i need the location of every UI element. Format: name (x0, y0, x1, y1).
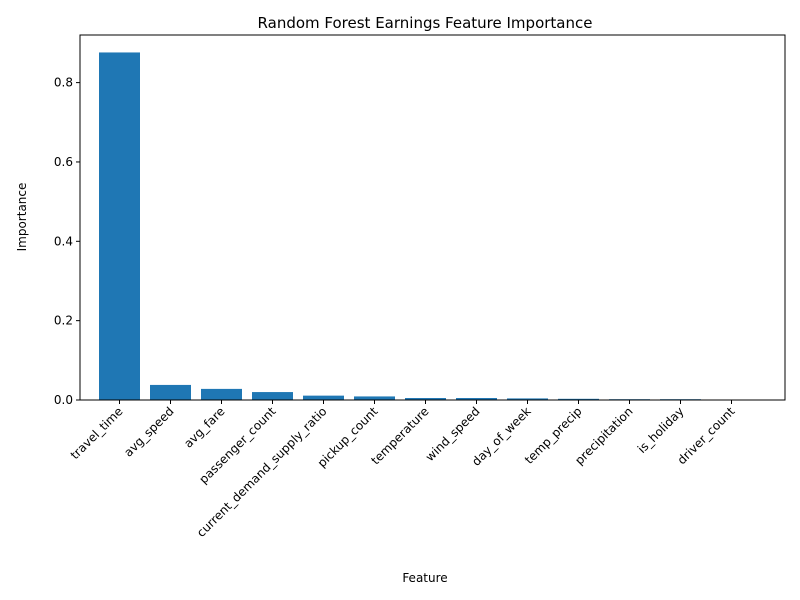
plot-frame (79, 34, 786, 401)
bar-avg-fare (201, 388, 242, 400)
x-tick-label: avg_speed (121, 404, 176, 459)
bar-wind-speed (456, 398, 497, 400)
bars-group (99, 52, 752, 401)
x-tick-label: is_holiday (635, 404, 687, 456)
bar-current-demand-supply-ratio (303, 395, 344, 400)
bar-temp-precip (558, 398, 599, 400)
x-tick-label: travel_time (68, 404, 126, 462)
bar-day-of-week (507, 398, 548, 400)
y-tick-label: 0.0 (54, 393, 73, 407)
y-tick-label: 0.4 (54, 234, 73, 248)
y-tick-label: 0.2 (54, 314, 73, 328)
bar-passenger-count (252, 392, 293, 400)
x-axis-label: Feature (402, 571, 447, 585)
y-axis: 0.0 0.2 0.4 0.6 0.8 (54, 76, 80, 407)
y-tick-label: 0.6 (54, 155, 73, 169)
bar-avg-speed (150, 384, 191, 400)
bar-pickup-count (354, 396, 395, 400)
y-tick-label: 0.8 (54, 76, 73, 90)
bar-temperature (405, 398, 446, 400)
x-tick-label: avg_fare (181, 404, 227, 450)
y-axis-label: Importance (15, 183, 29, 252)
bar-travel-time (99, 52, 140, 401)
chart-title: Random Forest Earnings Feature Importanc… (258, 14, 593, 32)
